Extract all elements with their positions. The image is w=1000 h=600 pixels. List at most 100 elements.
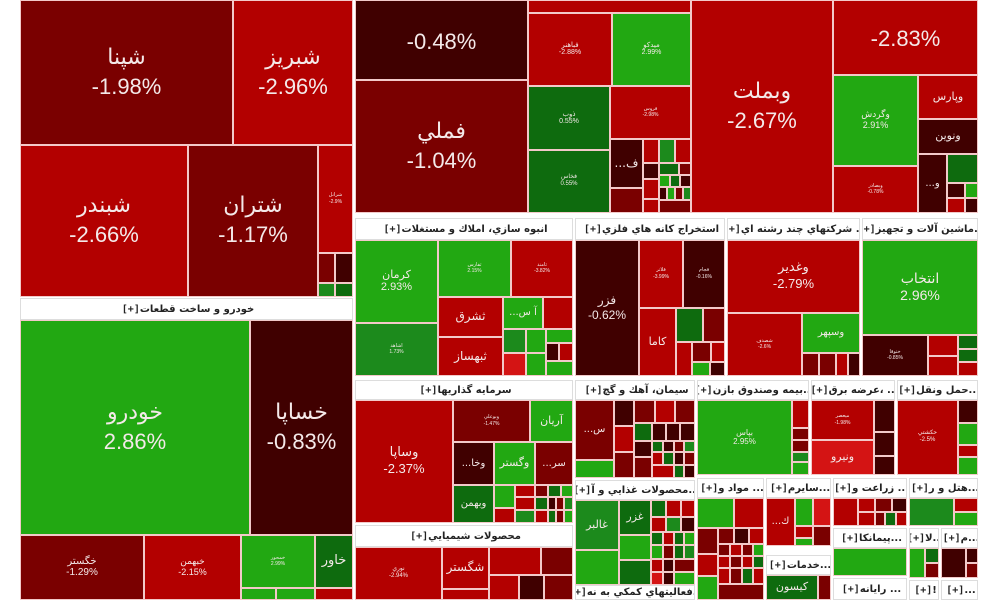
stock-tile[interactable] bbox=[663, 532, 674, 545]
stock-tile[interactable] bbox=[836, 353, 848, 376]
sector-header-agri[interactable]: ... زراعت و [+] bbox=[833, 478, 907, 498]
expand-plus-icon[interactable]: [+] bbox=[863, 223, 876, 235]
stock-tile[interactable] bbox=[643, 139, 659, 163]
sector-header-auto[interactable]: خودرو و ساخت قطعات [+] bbox=[20, 298, 353, 320]
expand-plus-icon[interactable]: [+] bbox=[910, 482, 929, 494]
stock-tile[interactable] bbox=[676, 342, 692, 376]
expand-plus-icon[interactable]: [+] bbox=[583, 223, 602, 235]
stock-tile[interactable] bbox=[659, 187, 667, 200]
stock-tile[interactable] bbox=[795, 498, 813, 526]
stock-tile[interactable]: اشاهد 1.73% bbox=[355, 323, 438, 376]
expand-plus-icon[interactable]: [+] bbox=[910, 532, 926, 544]
stock-tile[interactable]: حكشتي -2.5% bbox=[897, 400, 958, 475]
stock-tile[interactable] bbox=[659, 175, 670, 187]
stock-tile[interactable] bbox=[663, 545, 674, 559]
stock-tile[interactable]: ثفارس 2.15% bbox=[438, 240, 511, 297]
sector-header-power[interactable]: ... ،عرضه برق [+] bbox=[811, 380, 895, 400]
stock-tile[interactable]: وساپا -2.37% bbox=[355, 400, 453, 523]
stock-tile[interactable] bbox=[792, 428, 809, 440]
stock-tile[interactable] bbox=[515, 497, 535, 510]
stock-tile[interactable] bbox=[965, 183, 978, 198]
stock-tile[interactable] bbox=[675, 139, 691, 163]
stock-tile[interactable] bbox=[928, 356, 958, 376]
stock-tile[interactable] bbox=[958, 445, 978, 457]
stock-tile[interactable] bbox=[753, 556, 764, 568]
stock-tile[interactable] bbox=[792, 400, 809, 428]
stock-tile[interactable] bbox=[667, 187, 675, 200]
sector-header-invest[interactable]: سرمايه گذاريها [+] bbox=[355, 380, 573, 400]
sector-header-mass[interactable]: انبوه سازي، املاك و مستغلات [+] bbox=[355, 218, 573, 240]
sector-header-multi[interactable]: ... شركتهاي چند رشته اي[+] bbox=[727, 218, 860, 240]
stock-tile[interactable] bbox=[674, 452, 684, 465]
stock-tile[interactable] bbox=[276, 588, 315, 600]
expand-plus-icon[interactable]: [+] bbox=[841, 583, 860, 595]
expand-plus-icon[interactable]: [+] bbox=[768, 559, 787, 571]
stock-tile[interactable] bbox=[442, 589, 489, 600]
stock-tile[interactable] bbox=[896, 512, 907, 526]
stock-tile[interactable] bbox=[674, 441, 684, 452]
stock-tile[interactable] bbox=[643, 179, 659, 199]
stock-tile[interactable] bbox=[954, 498, 978, 512]
sector-header-support[interactable]: ...فعاليتهاي كمكي به نه[+] bbox=[575, 585, 695, 600]
stock-tile[interactable]: سر... bbox=[535, 442, 573, 485]
stock-tile[interactable] bbox=[494, 485, 515, 508]
stock-tile[interactable]: غالبر bbox=[575, 500, 619, 550]
stock-tile[interactable]: فجام -0.16% bbox=[683, 240, 725, 308]
stock-tile[interactable] bbox=[674, 572, 695, 585]
stock-tile[interactable] bbox=[958, 362, 978, 376]
stock-tile[interactable]: شبندر -2.66% bbox=[20, 145, 188, 297]
stock-tile[interactable] bbox=[652, 423, 666, 441]
stock-tile[interactable] bbox=[875, 498, 892, 512]
stock-tile[interactable] bbox=[634, 441, 652, 457]
stock-tile[interactable] bbox=[792, 452, 809, 462]
expand-plus-icon[interactable]: [+] bbox=[383, 223, 402, 235]
stock-tile[interactable] bbox=[548, 510, 556, 523]
expand-plus-icon[interactable]: [+] bbox=[575, 484, 592, 496]
stock-tile[interactable] bbox=[680, 175, 691, 187]
stock-tile[interactable]: ختوقا -0.85% bbox=[862, 335, 928, 376]
stock-tile[interactable] bbox=[683, 187, 691, 200]
stock-tile[interactable] bbox=[515, 510, 535, 523]
stock-tile[interactable]: وگردش 2.91% bbox=[833, 75, 918, 166]
stock-tile[interactable] bbox=[670, 175, 680, 187]
sector-header-chem[interactable]: محصولات شيميايي [+] bbox=[355, 525, 573, 547]
stock-tile[interactable] bbox=[634, 457, 652, 478]
stock-tile[interactable] bbox=[489, 547, 541, 575]
stock-tile[interactable] bbox=[619, 560, 651, 585]
stock-tile[interactable] bbox=[795, 538, 813, 546]
stock-tile[interactable] bbox=[655, 400, 675, 423]
sector-header-cement[interactable]: سيمان، آهك و گچ [+] bbox=[575, 380, 695, 400]
stock-tile[interactable]: وبملت -2.67% bbox=[691, 0, 833, 213]
stock-tile[interactable]: خساپا -0.83% bbox=[250, 320, 353, 535]
stock-tile[interactable] bbox=[833, 548, 907, 576]
stock-tile[interactable] bbox=[966, 548, 978, 563]
stock-tile[interactable] bbox=[335, 253, 353, 283]
stock-tile[interactable]: ونيرو bbox=[811, 440, 874, 475]
expand-plus-icon[interactable]: [+] bbox=[728, 223, 741, 235]
stock-tile[interactable] bbox=[575, 460, 614, 478]
stock-tile[interactable]: نوري -2.94% bbox=[355, 547, 442, 600]
stock-tile[interactable] bbox=[697, 554, 718, 576]
stock-tile[interactable]: آ س... bbox=[503, 297, 543, 329]
stock-tile[interactable] bbox=[666, 423, 680, 441]
stock-tile[interactable] bbox=[663, 441, 674, 452]
stock-tile[interactable] bbox=[674, 545, 684, 559]
stock-tile[interactable] bbox=[730, 568, 742, 584]
stock-tile[interactable] bbox=[958, 457, 978, 475]
stock-tile[interactable] bbox=[684, 532, 695, 545]
stock-tile[interactable]: شپنا -1.98% bbox=[20, 0, 233, 145]
stock-tile[interactable] bbox=[526, 353, 546, 376]
stock-tile[interactable] bbox=[684, 545, 695, 559]
stock-tile[interactable] bbox=[858, 498, 875, 512]
stock-tile[interactable]: كيسون bbox=[766, 575, 818, 600]
stock-tile[interactable] bbox=[663, 572, 674, 585]
stock-tile[interactable] bbox=[892, 498, 907, 512]
stock-tile[interactable] bbox=[526, 329, 546, 353]
stock-tile[interactable]: وغدير -2.79% bbox=[727, 240, 860, 313]
stock-tile[interactable] bbox=[954, 512, 978, 526]
stock-tile[interactable]: وسپهر bbox=[802, 313, 860, 353]
stock-tile[interactable] bbox=[652, 465, 674, 478]
stock-tile[interactable] bbox=[925, 548, 939, 563]
stock-tile[interactable]: كاما bbox=[639, 308, 676, 376]
stock-tile[interactable] bbox=[663, 559, 674, 572]
